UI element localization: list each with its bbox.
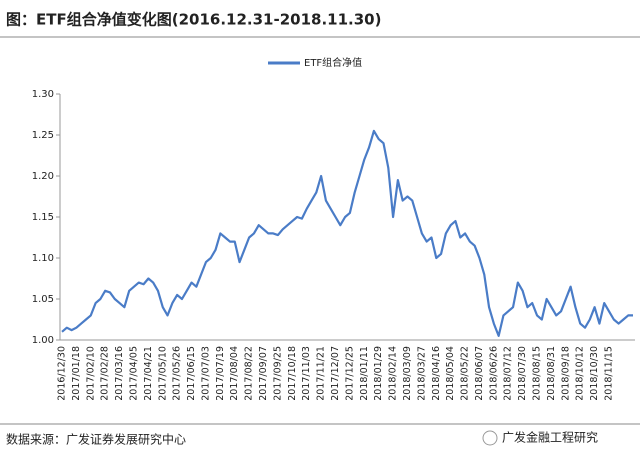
x-tick-label: 2018/04/16 (431, 346, 442, 401)
x-tick-label: 2018/02/14 (388, 346, 399, 401)
x-tick-label: 2018/06/07 (474, 346, 485, 401)
x-tick-label: 2018/03/09 (402, 346, 413, 401)
x-tick-label: 2017/03/16 (114, 346, 125, 401)
x-tick-label: 2017/09/25 (272, 346, 283, 401)
chart-title: 图：ETF组合净值变化图(2016.12.31-2018.11.30) (6, 11, 381, 29)
y-tick-label: 1.15 (32, 212, 54, 223)
x-tick-label: 2018/05/22 (460, 346, 471, 401)
x-tick-label: 2018/05/04 (445, 346, 456, 401)
x-tick-label: 2017/05/10 (157, 346, 168, 401)
x-tick-label: 2017/12/25 (344, 346, 355, 401)
x-tick-label: 2017/01/18 (71, 346, 82, 401)
x-tick-label: 2018/10/12 (575, 346, 586, 401)
x-tick-label: 2018/08/15 (532, 346, 543, 401)
x-tick-label: 2016/12/30 (57, 346, 68, 401)
y-tick-label: 1.25 (32, 130, 54, 141)
x-tick-label: 2017/10/18 (287, 346, 298, 401)
x-tick-label: 2018/01/11 (359, 346, 370, 401)
y-tick-label: 1.10 (32, 253, 54, 264)
x-tick-label: 2018/06/26 (488, 346, 499, 401)
x-tick-label: 2018/07/30 (517, 346, 528, 401)
y-tick-label: 1.00 (32, 335, 54, 346)
x-tick-label: 2017/05/26 (172, 346, 183, 401)
watermark-icon (482, 430, 498, 446)
watermark: 广发金融工程研究 (502, 430, 598, 445)
x-tick-label: 2017/04/21 (143, 346, 154, 401)
x-tick-label: 2018/08/31 (546, 346, 557, 401)
x-tick-label: 2017/07/19 (215, 346, 226, 401)
x-tick-label: 2017/06/15 (186, 346, 197, 401)
x-tick-label: 2017/04/05 (128, 346, 139, 401)
legend-label: ETF组合净值 (304, 56, 362, 69)
y-tick-label: 1.05 (32, 294, 54, 305)
x-tick-label: 2018/09/18 (560, 346, 571, 401)
x-tick-label: 2018/07/12 (503, 346, 514, 401)
x-tick-label: 2017/02/10 (85, 346, 96, 401)
x-tick-label: 2017/08/22 (244, 346, 255, 401)
x-tick-label: 2017/08/04 (229, 346, 240, 401)
x-tick-label: 2018/10/30 (589, 346, 600, 401)
x-tick-label: 2017/02/28 (100, 346, 111, 401)
data-line (61, 129, 633, 337)
x-tick-label: 2017/11/03 (301, 346, 312, 401)
x-tick-label: 2017/07/03 (200, 346, 211, 401)
x-tick-label: 2018/11/15 (604, 346, 615, 401)
source-note: 数据来源：广发证券发展研究中心 (6, 432, 186, 447)
y-tick-label: 1.30 (32, 89, 54, 100)
y-tick-label: 1.20 (32, 171, 54, 182)
x-tick-label: 2017/09/07 (258, 346, 269, 401)
x-tick-label: 2018/03/27 (416, 346, 427, 401)
x-tick-label: 2017/12/07 (330, 346, 341, 401)
x-tick-label: 2017/11/21 (316, 346, 327, 401)
x-tick-label: 2018/01/29 (373, 346, 384, 401)
